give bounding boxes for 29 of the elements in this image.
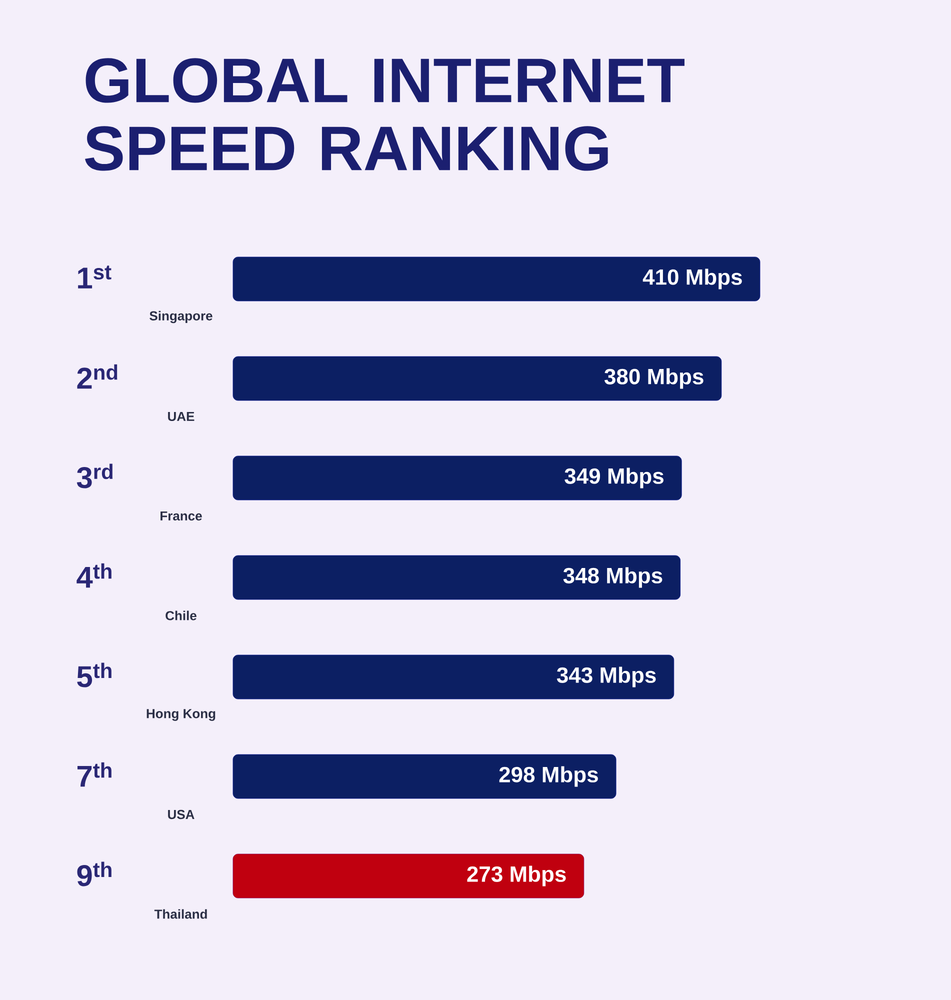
bar xyxy=(232,356,722,401)
y-tick-label: USA xyxy=(168,810,194,820)
data-label: 343 Mbps xyxy=(556,666,656,688)
bar xyxy=(232,654,674,700)
data-label: 380 Mbps xyxy=(604,368,704,389)
bar xyxy=(232,754,616,799)
y-tick-label: UAE xyxy=(168,412,194,422)
data-label: 298 Mbps xyxy=(499,766,598,787)
text: 7$^{th}$ xyxy=(77,762,112,787)
text: 9$^{th}$ xyxy=(77,862,112,886)
text: 5$^{th}$ xyxy=(77,662,112,688)
y-tick-label: Singapore xyxy=(150,310,212,324)
y-tick-label: Chile xyxy=(166,610,196,620)
bar xyxy=(232,854,584,898)
data-label: 410 Mbps xyxy=(642,268,742,290)
bar xyxy=(232,555,681,600)
data-label: 348 Mbps xyxy=(563,567,662,588)
y-tick-label: Thailand xyxy=(154,909,207,919)
data-label: 273 Mbps xyxy=(467,866,566,886)
text: 2$^{nd}$ xyxy=(77,364,118,389)
bar xyxy=(232,456,682,500)
y-tick-label: Hong Kong xyxy=(146,709,216,721)
bar xyxy=(232,256,760,302)
text: 3$^{rd}$ xyxy=(76,464,112,488)
chart-title: GLOBAL INTERNET SPEED RANKING xyxy=(85,58,684,171)
text: 1$^{st}$ xyxy=(78,266,112,288)
y-tick-label: France xyxy=(160,511,202,521)
text: 4$^{th}$ xyxy=(76,563,112,588)
data-label: 349 Mbps xyxy=(564,468,664,488)
